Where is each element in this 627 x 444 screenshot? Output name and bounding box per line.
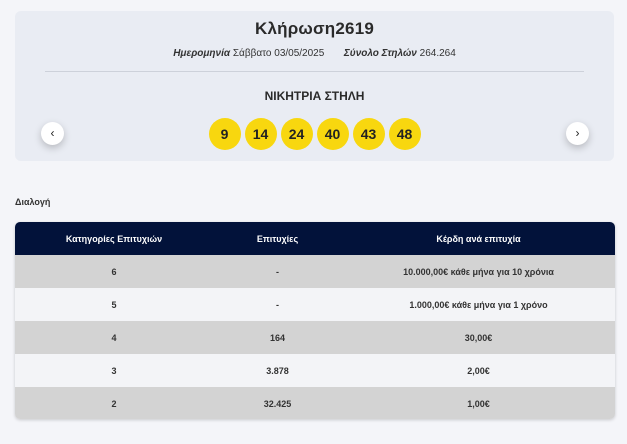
cell-category: 6 xyxy=(111,266,117,277)
draw-title: Κλήρωση2619 xyxy=(254,19,375,38)
number-ball: 9 xyxy=(208,118,241,150)
table-row: 3 3.878 2,00€ xyxy=(15,354,615,387)
date-label: Ημερομηνία xyxy=(173,48,231,59)
columns-label: Σύνολο Στηλών xyxy=(343,48,417,59)
divider xyxy=(45,71,584,72)
choose-label: Διαλογή xyxy=(15,197,51,207)
previous-draw-button[interactable]: ‹ xyxy=(41,122,64,145)
cell-category: 3 xyxy=(111,365,117,376)
cell-prize: 2,00€ xyxy=(467,365,490,376)
cell-winners: - xyxy=(276,299,279,310)
table-row: 5 - 1.000,00€ κάθε μήνα για 1 χρόνο xyxy=(15,288,615,321)
cell-prize: 10.000,00€ κάθε μήνα για 10 χρόνια xyxy=(403,266,554,277)
date-value: Σάββατο 03/05/2025 xyxy=(232,48,325,59)
number-ball: 24 xyxy=(280,118,313,150)
header-winners: Επιτυχίες xyxy=(256,233,299,244)
number-ball: 40 xyxy=(316,118,349,150)
number-ball: 48 xyxy=(388,118,421,150)
cell-winners: - xyxy=(276,266,279,277)
table-header: Κατηγορίες Επιτυχιών Επιτυχίες Κέρδη ανά… xyxy=(15,222,615,255)
columns-value: 264.264 xyxy=(419,48,456,59)
table-row: 6 - 10.000,00€ κάθε μήνα για 10 χρόνια xyxy=(15,255,615,288)
cell-prize: 1.000,00€ κάθε μήνα για 1 χρόνο xyxy=(409,299,548,310)
next-draw-button[interactable]: › xyxy=(566,122,589,145)
number-ball: 43 xyxy=(352,118,385,150)
draw-meta: Ημερομηνία Σάββατο 03/05/2025 Σύνολο Στη… xyxy=(15,48,614,59)
cell-category: 4 xyxy=(111,332,117,343)
chevron-left-icon: ‹ xyxy=(50,126,55,140)
header-category: Κατηγορίες Επιτυχιών xyxy=(65,233,163,244)
cell-prize: 1,00€ xyxy=(467,398,490,409)
header-prize: Κέρδη ανά επιτυχία xyxy=(436,233,521,244)
cell-winners: 32.425 xyxy=(263,398,292,409)
table-row: 2 32.425 1,00€ xyxy=(15,387,615,419)
cell-winners: 3.878 xyxy=(266,365,289,376)
cell-category: 5 xyxy=(111,299,117,310)
cell-prize: 30,00€ xyxy=(464,332,493,343)
winning-title: ΝΙΚΗΤΡΙΑ ΣΤΗΛΗ xyxy=(264,89,365,103)
winning-numbers: 9 14 24 40 43 48 xyxy=(15,118,614,150)
cell-category: 2 xyxy=(111,398,117,409)
draw-card: Κλήρωση2619 Ημερομηνία Σάββατο 03/05/202… xyxy=(15,11,614,161)
table-row: 4 164 30,00€ xyxy=(15,321,615,354)
prize-table: Κατηγορίες Επιτυχιών Επιτυχίες Κέρδη ανά… xyxy=(15,222,615,419)
number-ball: 14 xyxy=(244,118,277,150)
cell-winners: 164 xyxy=(269,332,286,343)
chevron-right-icon: › xyxy=(575,126,580,140)
